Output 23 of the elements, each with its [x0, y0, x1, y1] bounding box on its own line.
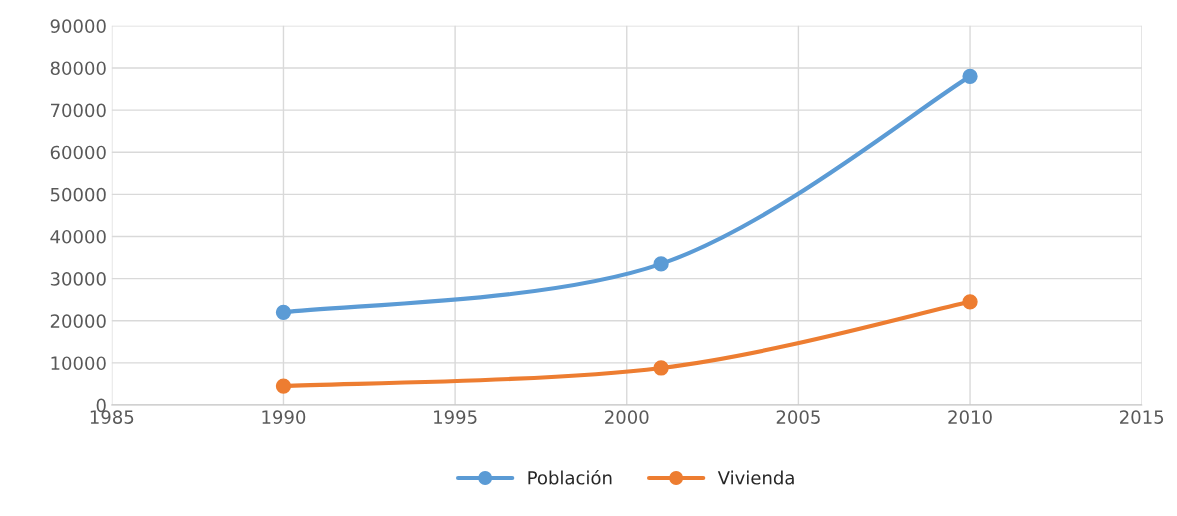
x-tick-label: 2000 — [605, 410, 649, 424]
y-tick-label: 50000 — [50, 187, 106, 202]
legend-label: Vivienda — [717, 470, 794, 485]
y-tick-label: 10000 — [51, 356, 106, 371]
y-tick-label: 40000 — [50, 229, 106, 244]
y-tick-label: 70000 — [51, 103, 106, 118]
legend-label: Población — [528, 469, 612, 485]
point — [962, 294, 978, 310]
y-tick-label: 90000 — [50, 19, 106, 33]
x-tick-label: 2010 — [948, 410, 992, 424]
x-tick-label: 2005 — [776, 410, 820, 424]
point — [275, 304, 292, 320]
point — [653, 256, 669, 272]
y-tick-label: 60000 — [50, 145, 106, 160]
y-tick-label: 30000 — [50, 272, 106, 286]
x-tick-label: 1995 — [434, 410, 477, 424]
point — [653, 360, 669, 376]
y-tick-label: 20000 — [50, 314, 106, 328]
point — [275, 378, 292, 394]
point — [962, 68, 978, 85]
x-tick-label: 1990 — [262, 410, 306, 424]
x-tick-label: 2015 — [1120, 410, 1164, 424]
y-tick-label: 80000 — [50, 61, 106, 76]
